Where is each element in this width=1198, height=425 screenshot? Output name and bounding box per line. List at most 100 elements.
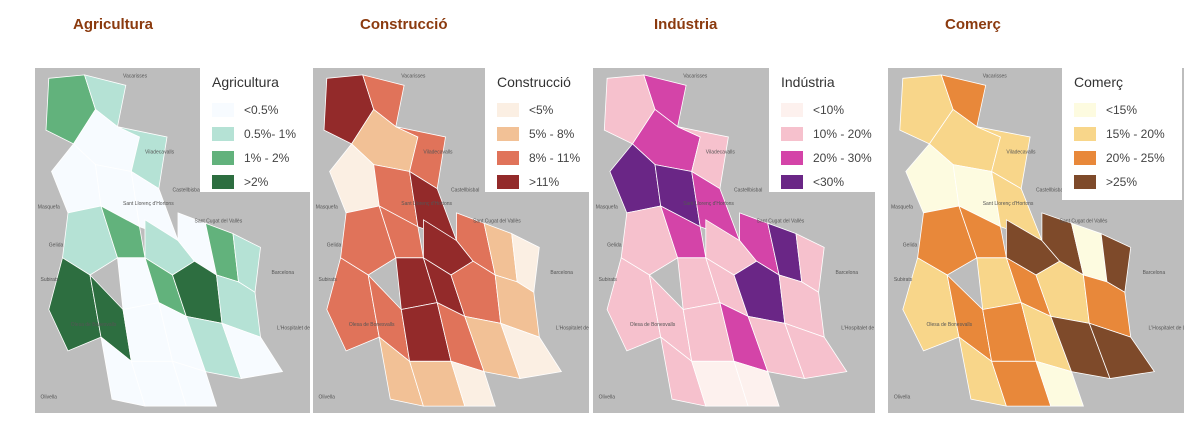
legend-item: 0.5%- 1% [212,122,306,146]
municipality-region[interactable] [48,257,102,352]
choropleth-map-comerc[interactable]: Vacarisses Viladecavalls Castellbisbal Sant… [888,68,1184,413]
place-label: Barcelona [272,270,295,276]
place-label: Sant Cugat del Vallès [1060,218,1108,224]
legend-label: >25% [1106,175,1138,189]
place-label: L'Hospitalet de Llobregat [841,325,875,331]
municipality-region[interactable] [778,274,825,338]
place-label: Viladecavalls [706,149,736,155]
legend-label: <0.5% [244,103,279,117]
legend-swatch [212,151,234,165]
place-label: Sant Llorenç d'Hortons [401,201,452,207]
municipality-region[interactable] [733,360,780,407]
municipality-region[interactable] [620,205,679,276]
legend-label: 0.5%- 1% [244,127,297,141]
choropleth-map-agricultura[interactable]: Vacarisses Viladecavalls Castellbisbal Sant… [35,68,310,413]
municipality-region[interactable] [784,322,848,379]
place-label: Sant Cugat del Vallès [473,218,521,224]
legend-label: 20% - 30% [813,151,872,165]
legend-title: Construcció [497,74,571,90]
place-label: Olesa de Bonesvalls [927,322,973,328]
legend-comerc: Comerç <15% 15% - 20% 20% - 25% >25% [1062,68,1182,200]
place-label: Vacarisses [401,73,426,79]
map-panel-industria[interactable]: Vacarisses Viladecavalls Castellbisbal Sant… [593,68,875,413]
place-label: Olivella [41,394,58,400]
map-panel-construccio[interactable]: Vacarisses Viladecavalls Castellbisbal Sant… [313,68,589,413]
place-label: Masquefa [316,205,338,211]
legend-agricultura: Agricultura <0.5% 0.5%- 1% 1% - 2% >2% [200,68,310,192]
municipality-region[interactable] [902,257,960,352]
place-label: Viladecavalls [1006,149,1036,155]
legend-item: <10% [781,98,875,122]
legend-swatch [212,103,234,117]
place-label: Sant Llorenç d'Hortons [123,201,174,207]
choropleth-map-industria[interactable]: Vacarisses Viladecavalls Castellbisbal Sant… [593,68,875,413]
legend-item: 10% - 20% [781,122,875,146]
legend-item: 20% - 25% [1074,146,1172,170]
place-label: Sant Llorenç d'Hortons [983,201,1034,207]
panel-title-agricultura: Agricultura [73,16,154,33]
place-label: Gelida [49,243,64,249]
legend-item: 20% - 30% [781,146,875,170]
municipality-region[interactable] [1088,322,1156,379]
map-panel-agricultura[interactable]: Vacarisses Viladecavalls Castellbisbal Sant… [35,68,310,413]
legend-swatch [1074,127,1096,141]
place-label: L'Hospitalet de Llobregat [556,325,589,331]
place-label: Barcelona [836,270,859,276]
legend-swatch [497,127,519,141]
legend-swatch [497,103,519,117]
place-label: Castellbisbal [734,187,762,193]
choropleth-map-construccio[interactable]: Vacarisses Viladecavalls Castellbisbal Sant… [313,68,589,413]
legend-label: <30% [813,175,845,189]
place-label: Subirats [894,277,913,283]
legend-item: >2% [212,170,306,194]
legend-item: <30% [781,170,875,194]
municipality-region[interactable] [1082,274,1132,338]
place-label: Gelida [327,243,342,249]
legend-title: Indústria [781,74,835,90]
legend-construccio: Construcció <5% 5% - 8% 8% - 11% >11% [485,68,589,192]
place-label: Sant Cugat del Vallès [757,218,805,224]
place-label: Castellbisbal [173,187,201,193]
place-label: Subirats [41,277,60,283]
place-label: Barcelona [550,270,573,276]
place-label: Gelida [903,243,918,249]
legend-industria: Indústria <10% 10% - 20% 20% - 30% <30% [769,68,875,192]
map-panel-comerc[interactable]: Vacarisses Viladecavalls Castellbisbal Sant… [888,68,1184,413]
place-label: Castellbisbal [451,187,479,193]
place-label: Vacarisses [983,73,1008,79]
legend-item: 5% - 8% [497,122,587,146]
municipality-region[interactable] [171,360,218,407]
place-label: Masquefa [891,205,913,211]
legend-swatch [1074,175,1096,189]
panel-title-construccio: Construcció [360,16,448,33]
place-label: Masquefa [596,205,618,211]
legend-item: >11% [497,170,587,194]
municipality-region[interactable] [221,322,284,379]
municipality-region[interactable] [494,274,540,338]
legend-label: <15% [1106,103,1138,117]
place-label: Viladecavalls [145,149,175,155]
municipality-region[interactable] [500,322,563,379]
municipality-region[interactable] [450,360,496,407]
legend-label: 15% - 20% [1106,127,1165,141]
place-label: Olivella [894,394,911,400]
legend-item: 15% - 20% [1074,122,1172,146]
legend-label: 20% - 25% [1106,151,1165,165]
municipality-region[interactable] [216,274,261,338]
municipality-region[interactable] [606,257,662,352]
legend-swatch [781,175,803,189]
legend-item: 8% - 11% [497,146,587,170]
place-label: Olesa de Bonesvalls [630,322,676,328]
municipality-region[interactable] [1035,360,1084,407]
legend-item: <15% [1074,98,1172,122]
place-label: L'Hospitalet de Llobregat [277,325,310,331]
place-label: Subirats [319,277,338,283]
municipality-region[interactable] [326,257,380,352]
legend-label: <5% [529,103,554,117]
municipality-region[interactable] [340,205,397,276]
legend-label: >11% [529,175,560,189]
place-label: Subirats [599,277,618,283]
legend-label: 8% - 11% [529,151,581,165]
municipality-region[interactable] [62,205,118,276]
municipality-region[interactable] [917,205,978,276]
